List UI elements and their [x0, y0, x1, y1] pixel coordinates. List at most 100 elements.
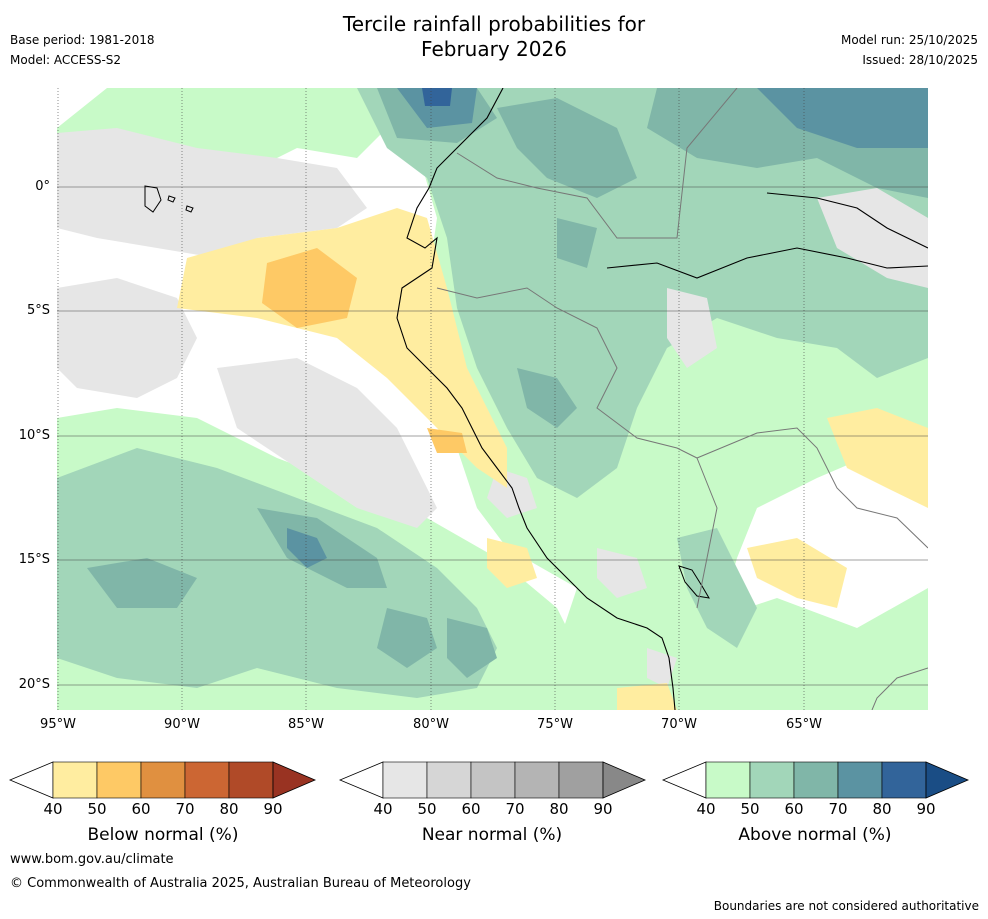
- below-normal-40-50-areas: [177, 208, 928, 710]
- colorbar-near-tick-60: 60: [461, 800, 481, 818]
- above-normal-50-60-areas: [57, 88, 928, 698]
- colorbar-near-high-extension: [602, 761, 647, 799]
- below-region-50-coast: [427, 428, 467, 453]
- colorbar-above-tick-90: 90: [916, 800, 936, 818]
- colorbar-near-normal: [338, 761, 647, 799]
- colorbar-below-segment-80: [228, 761, 274, 799]
- above-normal-80-90-areas: [422, 88, 452, 106]
- colorbar-below-tick-60: 60: [131, 800, 151, 818]
- colorbar-below-tick-40: 40: [43, 800, 63, 818]
- below-region-coast-south: [487, 538, 537, 588]
- probability-map: [57, 88, 928, 710]
- colorbar-below-tick-50: 50: [87, 800, 107, 818]
- lon-label-70w: 70°W: [661, 717, 697, 732]
- near-region-northeast: [817, 188, 928, 288]
- colorbar-near-tick-90: 90: [593, 800, 613, 818]
- lon-label-85w: 85°W: [288, 717, 324, 732]
- colorbar-above-segment-50: [749, 761, 795, 799]
- model-text: Model: ACCESS-S2: [10, 53, 122, 67]
- lon-label-65w: 65°W: [786, 717, 822, 732]
- above-region-titicaca: [677, 528, 757, 648]
- colorbar-title-above: Above normal (%): [738, 825, 892, 845]
- lake-titicaca: [678, 565, 710, 599]
- colorbar-below-high-extension: [272, 761, 317, 799]
- colorbar-above-tick-70: 70: [828, 800, 848, 818]
- colorbar-above-segment-40: [705, 761, 751, 799]
- above-region-amazon: [357, 88, 928, 498]
- above-region-60-pacific-b: [87, 558, 197, 608]
- colorbar-above-high-extension: [925, 761, 970, 799]
- island-santa-cruz: [167, 195, 176, 203]
- meta-left: Base period: 1981-2018 Model: ACCESS-S2: [10, 30, 155, 70]
- issued-text: Issued: 28/10/2025: [862, 53, 978, 67]
- colorbar-below-tick-80: 80: [219, 800, 239, 818]
- lat-label-5s: 5°S: [26, 303, 50, 318]
- lon-label-75w: 75°W: [537, 717, 573, 732]
- border-peru-brazil: [436, 287, 698, 459]
- colorbar-near-segment-40: [382, 761, 428, 799]
- lon-label-90w: 90°W: [164, 717, 200, 732]
- colorbar-above-low-extension: [661, 761, 707, 799]
- chart-title: Tercile rainfall probabilities for Febru…: [0, 12, 988, 62]
- above-region-60-colombia: [497, 98, 637, 198]
- colorbar-below-tick-90: 90: [263, 800, 283, 818]
- lat-label-15s: 15°S: [18, 552, 50, 567]
- island-isabela: [144, 185, 162, 213]
- border-bolivia-south: [871, 667, 928, 710]
- above-region-60-pacific-c: [377, 608, 437, 668]
- above-region-60-ecuador: [557, 218, 597, 268]
- near-region-central: [217, 358, 437, 528]
- colorbar-near-segment-80: [558, 761, 604, 799]
- colorbar-near-segment-70: [514, 761, 560, 799]
- colorbar-below-segment-70: [184, 761, 230, 799]
- near-region-galapagos: [57, 128, 367, 258]
- colorbar-below-segment-60: [140, 761, 186, 799]
- amazon-river: [606, 247, 928, 279]
- colorbar-near-tick-70: 70: [505, 800, 525, 818]
- colorbar-above-normal: [661, 761, 970, 799]
- lat-label-20s: 20°S: [18, 677, 50, 692]
- lon-label-95w: 95°W: [40, 717, 76, 732]
- above-region-60-pacific-d: [447, 618, 497, 678]
- colorbar-near-tick-40: 40: [373, 800, 393, 818]
- colorbar-near-tick-80: 80: [549, 800, 569, 818]
- above-region-80-north: [422, 88, 452, 106]
- below-region-ecuador-peru: [177, 208, 507, 488]
- title-line-1: Tercile rainfall probabilities for: [342, 12, 646, 36]
- meta-right: Model run: 25/10/2025 Issued: 28/10/2025: [841, 30, 978, 70]
- near-region-south-a: [597, 548, 647, 598]
- coastline: [396, 88, 676, 710]
- below-region-bolivia: [747, 538, 847, 608]
- above-region-70-north: [397, 88, 477, 128]
- colorbar-above-tick-80: 80: [872, 800, 892, 818]
- colorbar-below-normal: [8, 761, 317, 799]
- near-region-brazil: [667, 288, 717, 368]
- colorbar-near-low-extension: [338, 761, 384, 799]
- colorbar-below-tick-70: 70: [175, 800, 195, 818]
- border-bolivia-brazil: [696, 427, 928, 549]
- colorbar-below-segment-40: [52, 761, 98, 799]
- near-region-west: [57, 278, 197, 398]
- colorbar-above-tick-50: 50: [740, 800, 760, 818]
- below-region-50-offshore: [262, 248, 357, 328]
- colorbar-above-segment-80: [881, 761, 927, 799]
- border-colombia: [456, 88, 738, 239]
- colorbar-near-segment-50: [426, 761, 472, 799]
- colorbar-title-below: Below normal (%): [87, 825, 239, 845]
- base-period-text: Base period: 1981-2018: [10, 33, 155, 47]
- colorbar-above-tick-60: 60: [784, 800, 804, 818]
- footer-copyright: © Commonwealth of Australia 2025, Austra…: [10, 876, 471, 891]
- lat-label-10s: 10°S: [18, 428, 50, 443]
- above-region-60-peru-east: [517, 368, 577, 428]
- colorbar-below-segment-50: [96, 761, 142, 799]
- colorbar-above-segment-60: [793, 761, 839, 799]
- above-region-70-pacific: [287, 528, 327, 568]
- footer-url: www.bom.gov.au/climate: [10, 852, 174, 867]
- colorbar-below-low-extension: [8, 761, 54, 799]
- above-normal-60-70-areas: [87, 88, 928, 678]
- galapagos-islands: [144, 185, 194, 213]
- island-san-cristobal: [185, 205, 194, 213]
- below-region-east: [827, 408, 928, 508]
- lon-label-80w: 80°W: [413, 717, 449, 732]
- above-region-70-northeast: [757, 88, 928, 148]
